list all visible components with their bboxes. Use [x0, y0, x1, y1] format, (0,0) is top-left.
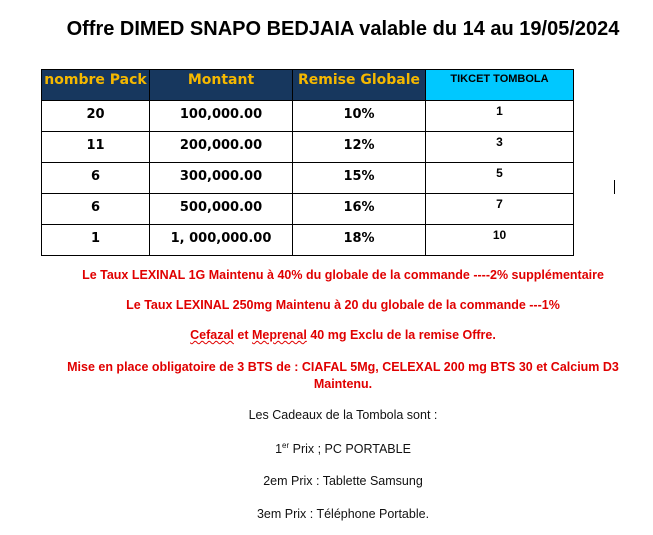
table-row: 20 100,000.00 10% 1 [41, 100, 574, 132]
cell-pack-count: 6 [41, 193, 150, 225]
cell-pack-count: 6 [41, 162, 150, 194]
word-meprenal: Meprenal [251, 328, 307, 342]
table-row: 6 500,000.00 16% 7 [41, 193, 574, 225]
page-title: Offre DIMED SNAPO BEDJAIA valable du 14 … [66, 18, 620, 40]
table-row: 6 300,000.00 15% 5 [41, 162, 574, 194]
cell-montant: 300,000.00 [149, 162, 293, 194]
cell-montant: 500,000.00 [149, 193, 293, 225]
superscript: er [282, 441, 290, 450]
tombola-prize-3: 3em Prix : Téléphone Portable. [256, 507, 430, 521]
table-row: 1 1, 000,000.00 18% 10 [41, 224, 574, 256]
table-header: nombre Pack Montant Remise Globale TIKCE… [41, 69, 574, 101]
cell-pack-count: 11 [41, 131, 150, 163]
header-nombre-pack: nombre Pack [41, 69, 150, 101]
note-lexinal-1g: Le Taux LEXINAL 1G Maintenu à 40% du glo… [82, 268, 604, 282]
text: 1 [275, 442, 283, 457]
note-mise-en-place: Mise en place obligatoire de 3 BTS de : … [67, 360, 619, 374]
tombola-prize-2: 2em Prix : Tablette Samsung [263, 474, 423, 488]
cell-ticket: 5 [425, 162, 574, 194]
note-lexinal-250: Le Taux LEXINAL 250mg Maintenu à 20 du g… [126, 298, 560, 312]
header-montant: Montant [149, 69, 293, 101]
tombola-prize-1: 1er Prix ; PC PORTABLE [0, 441, 653, 456]
cell-remise: 10% [292, 100, 426, 132]
tombola-intro: Les Cadeaux de la Tombola sont : [248, 408, 438, 422]
header-ticket: TIKCET TOMBOLA [425, 69, 574, 101]
cell-pack-count: 20 [41, 100, 150, 132]
text: 40 mg Exclu de la remise Offre. [306, 328, 496, 342]
note-mise-en-place-2: Maintenu. [313, 377, 373, 391]
cell-remise: 18% [292, 224, 426, 256]
text: Prix ; PC PORTABLE [289, 442, 411, 457]
text: et [233, 328, 252, 342]
note-exclusion: Cefazal et Meprenal 40 mg Exclu de la re… [0, 328, 653, 342]
cell-montant: 100,000.00 [149, 100, 293, 132]
cell-ticket: 3 [425, 131, 574, 163]
cell-remise: 15% [292, 162, 426, 194]
cell-remise: 16% [292, 193, 426, 225]
cell-montant: 1, 000,000.00 [149, 224, 293, 256]
header-remise: Remise Globale [292, 69, 426, 101]
cell-ticket: 10 [425, 224, 574, 256]
offer-table: nombre Pack Montant Remise Globale TIKCE… [41, 69, 574, 256]
cell-ticket: 7 [425, 193, 574, 225]
cell-ticket: 1 [425, 100, 574, 132]
cell-remise: 12% [292, 131, 426, 163]
word-cefazal: Cefazal [190, 328, 234, 342]
cell-montant: 200,000.00 [149, 131, 293, 163]
text-cursor [614, 180, 615, 194]
table-row: 11 200,000.00 12% 3 [41, 131, 574, 163]
cell-pack-count: 1 [41, 224, 150, 256]
